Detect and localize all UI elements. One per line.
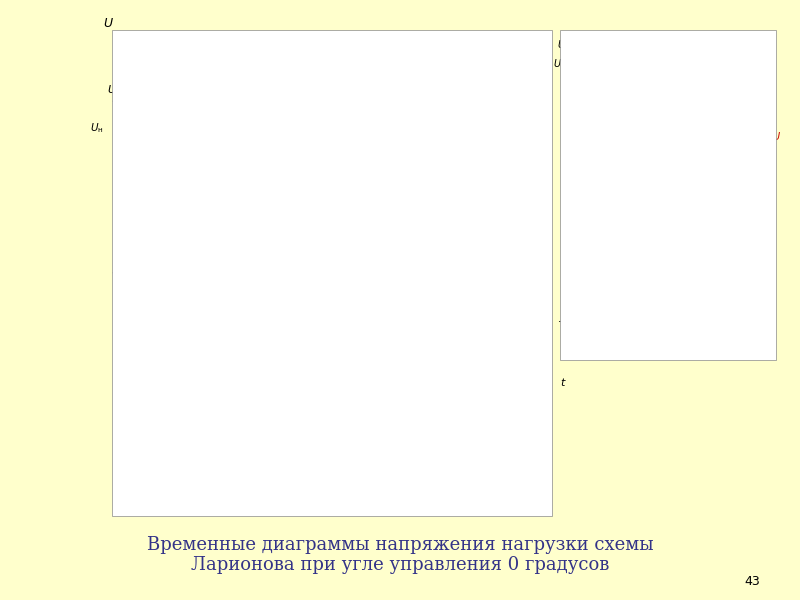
Text: 3: 3 [413,49,419,58]
Text: VT 5: VT 5 [702,263,723,272]
Text: $t$: $t$ [560,187,566,199]
Text: VT 3: VT 3 [304,317,327,326]
Text: 5-1: 5-1 [190,76,205,84]
Text: $-U_b$: $-U_b$ [557,315,577,328]
Text: $-U_a$: $-U_a$ [686,315,706,328]
Text: $\sqrt{3}U$: $\sqrt{3}U$ [582,253,606,269]
Text: $t$: $t$ [560,376,566,388]
Text: VT 4: VT 4 [232,481,254,490]
Text: $U_a$: $U_a$ [609,102,622,116]
Text: $U_c$: $U_c$ [308,273,323,288]
Text: VT: VT [518,35,531,44]
Text: 5-1: 5-1 [518,76,532,84]
Text: 5: 5 [140,62,146,71]
Text: 5: 5 [467,62,474,71]
Text: VT 1: VT 1 [359,317,382,326]
Text: 2: 2 [304,49,310,58]
Text: $-U_b$: $-U_b$ [751,315,771,328]
Text: $U$: $U$ [107,83,118,95]
Text: $U_c$: $U_c$ [309,163,323,177]
Text: 1: 1 [194,49,201,58]
Text: $U_b$: $U_b$ [235,273,251,288]
Text: 6: 6 [249,62,255,71]
Text: VT: VT [137,35,150,44]
Text: VT: VT [464,35,477,44]
Text: 3: 3 [140,49,146,58]
Text: VT 5: VT 5 [341,481,364,490]
Text: 5: 5 [141,76,146,84]
Text: Временные диаграммы напряжения нагрузки схемы
Ларионова при угле управления 0 гр: Временные диаграммы напряжения нагрузки … [146,536,654,574]
Text: $U_a$: $U_a$ [163,273,178,288]
Text: $U_{\rm н}$: $U_{\rm н}$ [90,122,104,136]
Text: $U_c$: $U_c$ [738,102,752,116]
Text: VT: VT [246,35,258,44]
Text: 6-2: 6-2 [299,76,314,84]
Text: VT: VT [355,35,367,44]
Text: VT 3: VT 3 [734,151,755,160]
Text: VT: VT [191,35,205,44]
Text: VT: VT [409,35,422,44]
Text: VT 6: VT 6 [573,263,594,272]
Text: 3-5: 3-5 [463,76,478,84]
Text: VT 2: VT 2 [232,317,254,326]
Text: $U_{\rm н}$: $U_{\rm н}$ [680,50,694,64]
Text: $t$: $t$ [765,194,771,206]
Text: $U_b$: $U_b$ [674,102,687,116]
Text: $-U_c$: $-U_c$ [622,315,642,328]
Text: 2-4: 2-4 [354,76,369,84]
Text: $U$: $U$ [557,38,566,50]
Text: VT 1: VT 1 [605,151,626,160]
Text: $U_a$: $U_a$ [163,163,178,177]
Text: $U_b$: $U_b$ [236,163,250,177]
Text: VT: VT [300,35,314,44]
Text: 1-6: 1-6 [245,76,259,84]
Text: $U_{\rm н}$: $U_{\rm н}$ [569,53,582,67]
Text: 1: 1 [522,49,528,58]
Text: VT 4: VT 4 [638,263,658,272]
Text: VT 1: VT 1 [159,317,182,326]
Text: 4-3: 4-3 [409,76,423,84]
Text: VT 2: VT 2 [670,151,691,160]
Text: VT 5: VT 5 [122,481,146,490]
Text: VT 6: VT 6 [450,481,473,490]
Text: $U$: $U$ [102,17,114,30]
Text: 4: 4 [358,62,364,71]
Text: $\sqrt{3}U$: $\sqrt{3}U$ [758,126,782,143]
Text: $\sqrt{3}U$: $\sqrt{3}U$ [192,408,218,425]
Text: $U_{\rm н}$: $U_{\rm н}$ [553,58,566,71]
Text: 43: 43 [744,575,760,588]
